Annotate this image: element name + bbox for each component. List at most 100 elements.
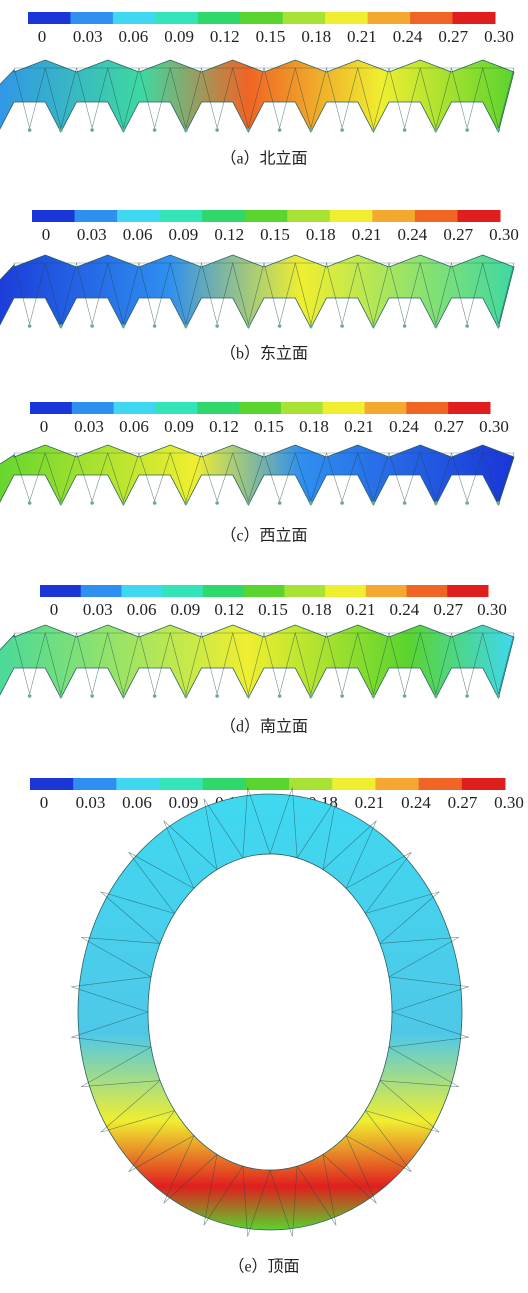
support-node <box>153 501 157 505</box>
colorbar-segment <box>325 12 368 24</box>
support-node <box>122 324 126 328</box>
colorbar-tick-label: 0.12 <box>209 417 239 436</box>
support-node <box>184 694 188 698</box>
colorbar-tick-label: 0.24 <box>389 417 419 436</box>
colorbar-tick-label: 0.06 <box>119 27 149 46</box>
support-node <box>497 128 501 132</box>
colorbar-segment <box>197 402 239 414</box>
colorbar-tick-label: 0.27 <box>434 417 464 436</box>
colorbar-segment <box>30 402 72 414</box>
support-node <box>434 128 438 132</box>
colorbar-tick-label: 0 <box>40 417 49 436</box>
colorbar-segment <box>198 12 241 24</box>
colorbar-segment <box>453 12 496 24</box>
support-node <box>340 324 344 328</box>
colorbar-tick-label: 0.03 <box>73 27 103 46</box>
colorbar-tick-label: 0.06 <box>127 600 157 619</box>
colorbar-segment <box>246 778 290 790</box>
colorbar-tick-label: 0.12 <box>210 27 240 46</box>
colorbar-segment <box>406 402 448 414</box>
colorbar-segment <box>368 12 411 24</box>
support-node <box>497 501 501 505</box>
support-node <box>434 324 438 328</box>
colorbar-segment <box>287 210 330 222</box>
colorbar-segment <box>289 778 333 790</box>
colorbar-segment <box>332 778 376 790</box>
support-node <box>28 324 32 328</box>
colorbar-tick-label: 0.03 <box>83 600 113 619</box>
colorbar-tick-label: 0.18 <box>299 417 329 436</box>
colorbar-tick-label: 0.24 <box>393 27 423 46</box>
colorbar-tick-label: 0.30 <box>477 600 507 619</box>
colorbar-tick-label: 0.15 <box>254 417 284 436</box>
colorbar-segment <box>113 12 156 24</box>
colorbar-segment <box>160 210 203 222</box>
colorbar-tick-label: 0.24 <box>401 793 431 812</box>
colorbar-tick-label: 0.21 <box>347 27 377 46</box>
colorbar-tick-label: 0.09 <box>169 225 199 244</box>
colorbar-segment <box>155 402 197 414</box>
colorbar-segment <box>323 402 365 414</box>
support-node <box>247 128 251 132</box>
colorbar-segment <box>32 210 75 222</box>
support-node <box>372 501 376 505</box>
panel-caption: （d）南立面 <box>220 718 308 736</box>
colorbar-segment <box>203 778 247 790</box>
support-node <box>278 324 282 328</box>
support-node <box>465 501 469 505</box>
colorbar-tick-label: 0.06 <box>123 225 153 244</box>
support-node <box>59 324 63 328</box>
colorbar-segment <box>75 210 118 222</box>
support-node <box>340 694 344 698</box>
support-node <box>403 324 407 328</box>
support-node <box>278 501 282 505</box>
colorbar-segment <box>240 12 283 24</box>
support-node <box>340 128 344 132</box>
colorbar-segment <box>244 585 285 597</box>
support-node <box>497 324 501 328</box>
support-node <box>497 694 501 698</box>
colorbar-tick-label: 0.15 <box>258 600 288 619</box>
colorbar-segment <box>325 585 366 597</box>
colorbar-tick-label: 0.09 <box>164 417 194 436</box>
colorbar-segment <box>447 585 488 597</box>
colorbar-segment <box>162 585 203 597</box>
support-node <box>90 324 94 328</box>
support-node <box>122 128 126 132</box>
colorbar-segment <box>448 402 490 414</box>
support-node <box>28 128 32 132</box>
support-node <box>465 324 469 328</box>
support-node <box>372 324 376 328</box>
colorbar-tick-label: 0.09 <box>169 793 199 812</box>
support-node <box>184 324 188 328</box>
colorbar-tick-label: 0.27 <box>448 793 478 812</box>
support-node <box>153 694 157 698</box>
panel-caption: （e）顶面 <box>228 1258 299 1276</box>
support-node <box>403 501 407 505</box>
colorbar-tick-label: 0.03 <box>74 417 104 436</box>
support-node <box>465 128 469 132</box>
colorbar-tick-label: 0.30 <box>494 793 524 812</box>
panel-caption: （b）东立面 <box>220 345 308 363</box>
support-node <box>309 324 313 328</box>
support-node <box>122 501 126 505</box>
colorbar-tick-label: 0.30 <box>489 225 519 244</box>
colorbar-segment <box>366 585 407 597</box>
colorbar-segment <box>283 12 326 24</box>
colorbar-segment <box>116 778 160 790</box>
colorbar-segment <box>72 402 114 414</box>
support-node <box>59 694 63 698</box>
colorbar-tick-label: 0.06 <box>122 793 152 812</box>
panel-caption: （c）西立面 <box>220 527 307 545</box>
support-node <box>59 128 63 132</box>
support-node <box>247 694 251 698</box>
colorbar-segment <box>81 585 122 597</box>
colorbar-tick-label: 0 <box>40 793 49 812</box>
support-node <box>184 501 188 505</box>
support-node <box>215 501 219 505</box>
colorbar-segment <box>457 210 500 222</box>
colorbar-tick-label: 0.09 <box>164 27 194 46</box>
colorbar-segment <box>155 12 198 24</box>
colorbar-segment <box>462 778 506 790</box>
support-node <box>247 324 251 328</box>
